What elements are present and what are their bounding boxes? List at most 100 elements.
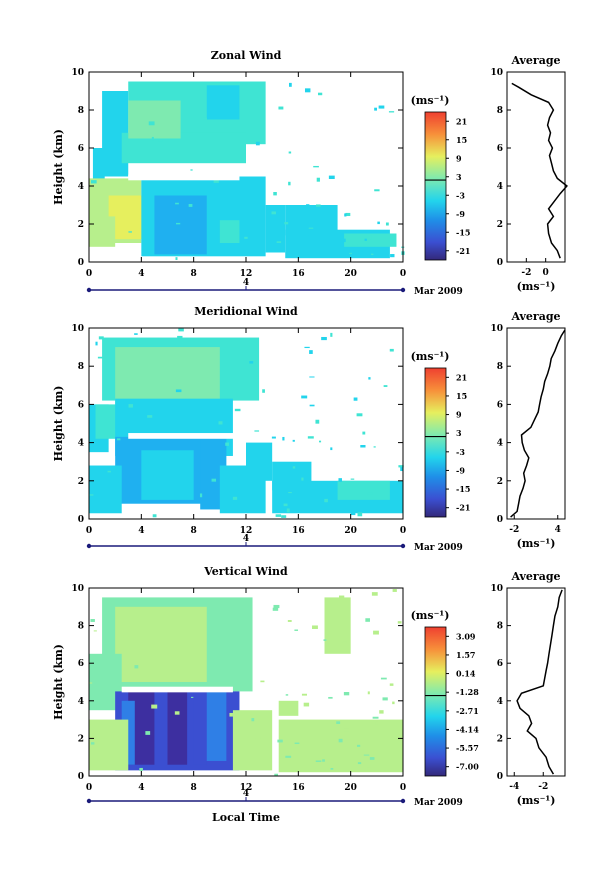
profile-x-tick-label: -2 — [521, 268, 531, 278]
y-tick-label: 4 — [78, 697, 84, 707]
colorbar-label: 21 — [456, 116, 467, 126]
profile-y-tick-label: 10 — [490, 68, 503, 78]
profile-x-tick-label: 0 — [543, 268, 549, 278]
y-tick-label: 4 — [78, 439, 84, 449]
colorbar-label: -15 — [456, 227, 470, 237]
colorbar-label: 3 — [456, 172, 462, 182]
profile-x-label: (ms⁻¹) — [517, 537, 556, 550]
heatmap-field — [89, 589, 403, 776]
date-strip-end — [400, 543, 406, 549]
chart-title: Vertical Wind — [203, 565, 288, 578]
x-tick-label: 8 — [191, 269, 197, 279]
profile-y-tick-label: 10 — [490, 324, 503, 334]
x-tick-label: 0 — [86, 783, 92, 793]
colorbar-label: -9 — [456, 465, 465, 475]
colorbar-label: 9 — [456, 410, 462, 420]
heatmap-field — [89, 328, 404, 518]
colorbar-label: 9 — [456, 153, 462, 163]
colorbar-scale — [424, 367, 447, 518]
y-tick-label: 10 — [71, 324, 84, 334]
colorbar-label: -1.28 — [456, 687, 479, 697]
x-tick-label: 0 — [86, 526, 92, 536]
colorbar-scale — [424, 626, 447, 777]
profile-line — [511, 82, 568, 259]
profile-y-tick-label: 2 — [497, 220, 503, 230]
x-tick-label: 0 — [400, 526, 406, 536]
profile-y-tick-label: 6 — [497, 144, 503, 154]
colorbar-unit: (ms⁻¹) — [411, 94, 450, 107]
y-axis-label: Height (km) — [52, 129, 65, 205]
date-strip-start — [86, 543, 92, 549]
date-marker: 4 — [243, 534, 249, 544]
chart-title: Zonal Wind — [211, 49, 282, 62]
x-axis-label: Local Time — [212, 811, 280, 824]
x-tick-label: 0 — [86, 269, 92, 279]
y-tick-label: 0 — [78, 772, 84, 782]
date-label: Mar 2009 — [414, 798, 463, 808]
colorbar-label: -3 — [456, 447, 465, 457]
colorbar-label: 21 — [456, 372, 467, 382]
profile-y-tick-label: 4 — [497, 697, 503, 707]
y-tick-label: 8 — [78, 622, 84, 632]
colorbar-label: 0.14 — [456, 669, 476, 679]
y-tick-label: 2 — [78, 477, 84, 487]
colorbar-label: -4.14 — [456, 724, 479, 734]
x-tick-label: 4 — [138, 783, 144, 793]
profile-y-tick-label: 0 — [497, 258, 503, 268]
date-marker: 4 — [243, 789, 249, 799]
x-tick-label: 16 — [292, 269, 305, 279]
profile-title: Average — [510, 570, 560, 583]
x-tick-label: 12 — [240, 783, 253, 793]
colorbar-label: -7.00 — [456, 762, 479, 772]
profile-panel: Average 0 2 4 6 8 10 -2 4 (ms⁻¹) — [490, 310, 566, 550]
profile-y-tick-label: 4 — [497, 439, 503, 449]
date-strip-end — [400, 798, 406, 804]
y-tick-label: 4 — [78, 182, 84, 192]
profile-y-tick-label: 8 — [497, 622, 503, 632]
colorbar-label: 15 — [456, 135, 467, 145]
x-tick-label: 0 — [400, 269, 406, 279]
date-strip-start — [86, 798, 92, 804]
profile-panel: Average 0 2 4 6 8 10 -2 0 (ms⁻¹) — [490, 54, 568, 293]
profile-y-tick-label: 6 — [497, 659, 503, 669]
y-tick-label: 6 — [78, 400, 84, 410]
colorbar-unit: (ms⁻¹) — [411, 609, 450, 622]
colorbar-label: -21 — [456, 503, 470, 513]
colorbar: (ms⁻¹) 3.09 1.57 0.14 -1.28 -2.71 -4.14 -5.57 -7… — [411, 609, 479, 777]
colorbar-label: -3 — [456, 190, 465, 200]
colorbar-label: -9 — [456, 209, 465, 219]
colorbar-label: 3 — [456, 428, 462, 438]
panel-2: Meridional Wind 0 2 4 6 8 10 Height (km) 0 4 8 12 16… — [52, 305, 566, 553]
y-tick-label: 0 — [78, 258, 84, 268]
colorbar-label: 3.09 — [456, 631, 476, 641]
profile-x-label: (ms⁻¹) — [517, 280, 556, 293]
x-tick-label: 16 — [292, 783, 305, 793]
profile-line — [510, 329, 566, 518]
y-tick-label: 10 — [71, 68, 84, 78]
y-tick-label: 8 — [78, 106, 84, 116]
y-tick-label: 6 — [78, 144, 84, 154]
profile-line — [516, 589, 563, 775]
x-tick-label: 20 — [344, 526, 357, 536]
colorbar-unit: (ms⁻¹) — [411, 350, 450, 363]
profile-frame — [506, 587, 566, 777]
colorbar-label: 15 — [456, 391, 467, 401]
y-tick-label: 8 — [78, 362, 84, 372]
chart-title: Meridional Wind — [194, 305, 298, 318]
x-tick-label: 20 — [344, 269, 357, 279]
profile-y-tick-label: 10 — [490, 584, 503, 594]
y-tick-label: 10 — [71, 584, 84, 594]
colorbar-label: -2.71 — [456, 706, 479, 716]
profile-frame — [506, 71, 566, 263]
date-label: Mar 2009 — [414, 543, 463, 553]
x-tick-label: 4 — [138, 269, 144, 279]
x-tick-label: 8 — [191, 526, 197, 536]
date-strip-end — [400, 287, 406, 293]
x-tick-label: 4 — [138, 526, 144, 536]
profile-y-tick-label: 8 — [497, 362, 503, 372]
colorbar: (ms⁻¹) 21 15 9 3 -3 -9 -15 -21 — [411, 94, 470, 261]
colorbar-label: 1.57 — [456, 650, 475, 660]
colorbar-label: -15 — [456, 484, 470, 494]
